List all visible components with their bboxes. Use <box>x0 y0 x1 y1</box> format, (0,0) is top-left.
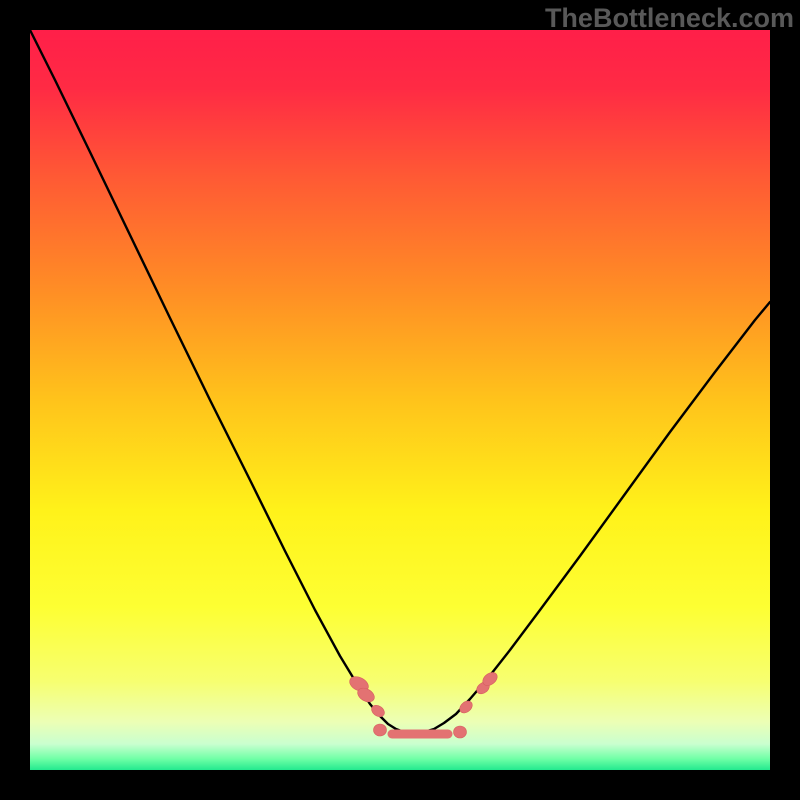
frame-border <box>0 0 30 800</box>
bead-marker <box>454 726 467 738</box>
bead-marker <box>374 724 387 736</box>
frame-border <box>0 770 800 800</box>
gradient-background <box>30 30 770 770</box>
watermark-text: TheBottleneck.com <box>545 3 794 34</box>
frame-border <box>770 0 800 800</box>
bottleneck-chart <box>0 0 800 800</box>
